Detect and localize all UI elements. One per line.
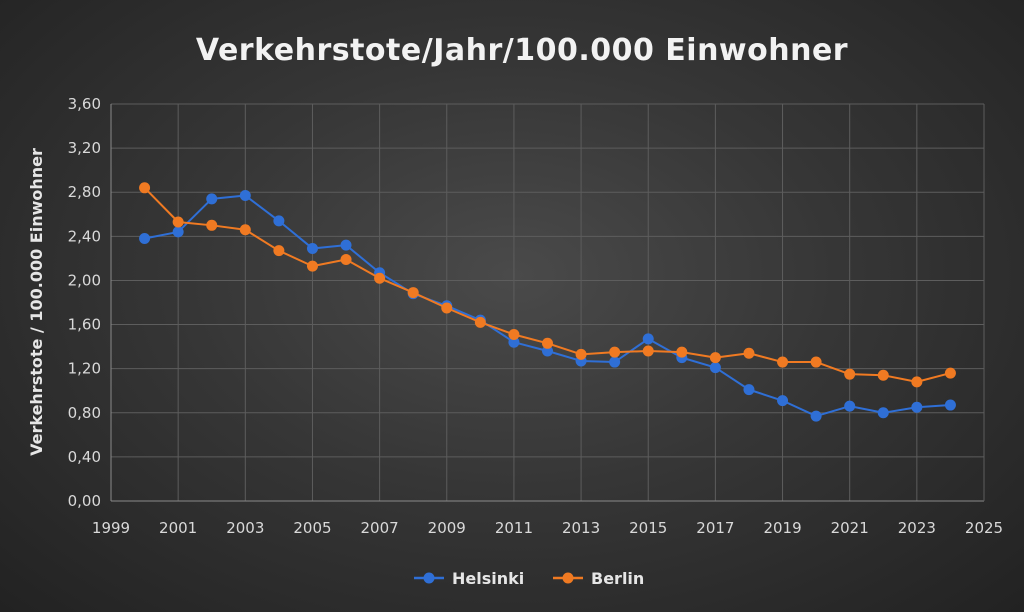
data-point-helsinki[interactable] bbox=[609, 356, 621, 368]
data-point-berlin[interactable] bbox=[676, 346, 688, 358]
series-line-helsinki bbox=[144, 194, 951, 418]
x-tick-label: 2001 bbox=[159, 519, 197, 537]
data-point-berlin[interactable] bbox=[575, 348, 587, 360]
data-point-helsinki[interactable] bbox=[911, 401, 923, 413]
data-point-berlin[interactable] bbox=[944, 367, 956, 379]
data-point-helsinki[interactable] bbox=[810, 410, 822, 422]
data-point-berlin[interactable] bbox=[273, 245, 285, 257]
y-axis-label: Verkehrstote / 100.000 Einwohner bbox=[27, 148, 46, 456]
data-point-berlin[interactable] bbox=[374, 272, 386, 284]
data-point-helsinki[interactable] bbox=[777, 395, 789, 407]
axes: 0,00 0,40 0,80 1,20 1,60 2,00 2,40 2,80 3,20 3,60… bbox=[68, 95, 1004, 537]
x-tick-label: 2021 bbox=[831, 519, 869, 537]
x-tick-label: 2017 bbox=[696, 519, 734, 537]
data-point-berlin[interactable] bbox=[441, 302, 453, 314]
data-point-berlin[interactable] bbox=[239, 224, 251, 236]
y-tick-label: 3,20 bbox=[68, 139, 101, 157]
legend-item-berlin[interactable]: Berlin bbox=[553, 569, 644, 588]
gridlines bbox=[111, 103, 985, 501]
data-point-helsinki[interactable] bbox=[139, 233, 151, 245]
series-helsinki bbox=[139, 190, 956, 422]
data-point-berlin[interactable] bbox=[743, 347, 755, 359]
x-tick-label: 1999 bbox=[92, 519, 130, 537]
y-tick-label: 3,60 bbox=[68, 95, 101, 113]
data-point-helsinki[interactable] bbox=[172, 226, 184, 238]
y-tick-label: 2,40 bbox=[68, 227, 101, 245]
legend: Helsinki Berlin bbox=[414, 569, 644, 588]
data-point-helsinki[interactable] bbox=[206, 193, 218, 205]
data-point-berlin[interactable] bbox=[911, 376, 923, 388]
data-point-helsinki[interactable] bbox=[642, 333, 654, 345]
legend-swatch-marker bbox=[423, 572, 435, 584]
x-tick-label: 2025 bbox=[965, 519, 1003, 537]
data-point-berlin[interactable] bbox=[407, 287, 419, 299]
data-point-helsinki[interactable] bbox=[542, 345, 553, 357]
data-point-berlin[interactable] bbox=[777, 356, 789, 368]
y-tick-label: 0,80 bbox=[68, 404, 101, 422]
data-point-helsinki[interactable] bbox=[709, 362, 721, 374]
x-tick-label: 2013 bbox=[562, 519, 600, 537]
data-point-helsinki[interactable] bbox=[844, 400, 856, 412]
data-point-helsinki[interactable] bbox=[273, 215, 285, 227]
data-point-berlin[interactable] bbox=[810, 356, 822, 368]
data-point-berlin[interactable] bbox=[139, 182, 151, 194]
x-tick-label: 2007 bbox=[361, 519, 399, 537]
data-point-berlin[interactable] bbox=[340, 253, 352, 265]
chart-title: Verkehrstote/Jahr/100.000 Einwohner bbox=[196, 33, 848, 68]
y-tick-label: 2,80 bbox=[68, 183, 101, 201]
x-tick-label: 2009 bbox=[428, 519, 466, 537]
data-point-helsinki[interactable] bbox=[306, 242, 318, 254]
data-point-berlin[interactable] bbox=[206, 219, 218, 231]
data-point-berlin[interactable] bbox=[609, 346, 621, 358]
y-tick-label: 2,00 bbox=[68, 271, 101, 289]
data-point-berlin[interactable] bbox=[844, 368, 856, 380]
data-point-berlin[interactable] bbox=[542, 337, 553, 349]
data-point-berlin[interactable] bbox=[474, 316, 486, 328]
x-tick-label: 2023 bbox=[898, 519, 936, 537]
data-point-helsinki[interactable] bbox=[340, 239, 352, 251]
data-point-helsinki[interactable] bbox=[743, 384, 755, 396]
x-tick-label: 2005 bbox=[293, 519, 331, 537]
legend-swatch-marker bbox=[562, 572, 574, 584]
legend-label: Berlin bbox=[591, 569, 644, 588]
series-berlin bbox=[139, 182, 956, 388]
data-point-berlin[interactable] bbox=[877, 369, 889, 381]
y-tick-label: 0,00 bbox=[68, 492, 101, 510]
data-point-berlin[interactable] bbox=[306, 260, 318, 272]
data-point-berlin[interactable] bbox=[172, 216, 184, 228]
legend-label: Helsinki bbox=[452, 569, 524, 588]
data-point-berlin[interactable] bbox=[642, 345, 654, 357]
series-layer bbox=[139, 182, 956, 422]
x-tick-label: 2003 bbox=[226, 519, 264, 537]
data-point-helsinki[interactable] bbox=[508, 336, 520, 348]
data-point-helsinki[interactable] bbox=[239, 190, 251, 202]
data-point-berlin[interactable] bbox=[709, 352, 721, 364]
x-tick-label: 2011 bbox=[495, 519, 533, 537]
x-tick-label: 2015 bbox=[629, 519, 667, 537]
y-tick-label: 0,40 bbox=[68, 448, 101, 466]
y-tick-label: 1,20 bbox=[68, 360, 101, 378]
data-point-helsinki[interactable] bbox=[877, 407, 889, 419]
y-tick-label: 1,60 bbox=[68, 316, 101, 334]
legend-item-helsinki[interactable]: Helsinki bbox=[414, 569, 524, 588]
data-point-helsinki[interactable] bbox=[944, 399, 956, 411]
x-tick-label: 2019 bbox=[763, 519, 801, 537]
data-point-berlin[interactable] bbox=[508, 328, 520, 340]
